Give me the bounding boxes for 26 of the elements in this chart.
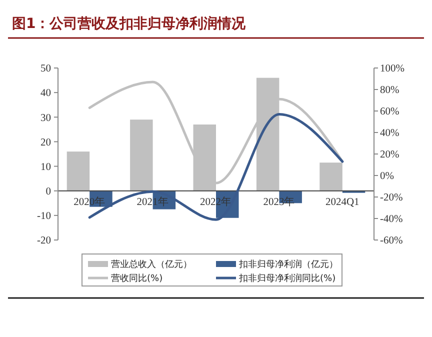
y2-tick-label: -40% bbox=[380, 214, 403, 226]
y2-tick-label: 100% bbox=[380, 64, 405, 75]
y-tick-label: 10 bbox=[40, 162, 51, 173]
legend-label: 营业总收入（亿元） bbox=[111, 259, 192, 270]
bar bbox=[320, 162, 342, 191]
legend-label: 扣非归母净利润同比(%) bbox=[238, 273, 336, 284]
bar bbox=[130, 120, 153, 191]
y-tick-label: 30 bbox=[40, 112, 51, 124]
x-tick-label: 2024Q1 bbox=[325, 196, 360, 208]
y2-tick-label: 60% bbox=[380, 106, 400, 118]
y2-tick-label: 80% bbox=[380, 85, 400, 96]
y2-tick-label: 20% bbox=[380, 150, 400, 161]
y-tick-label: 0 bbox=[46, 186, 51, 198]
chart-title: 图1：公司营收及扣非归母净利润情况 bbox=[12, 15, 247, 32]
y-tick-label: -10 bbox=[37, 211, 51, 222]
y-tick-label: 20 bbox=[40, 137, 51, 148]
legend-label: 扣非归母净利润（亿元） bbox=[238, 259, 338, 270]
y2-tick-label: 0% bbox=[380, 171, 394, 182]
y-tick-label: -20 bbox=[37, 236, 51, 247]
y-tick-label: 40 bbox=[40, 88, 51, 100]
legend-label: 营收同比(%) bbox=[111, 273, 163, 284]
y-tick-label: 50 bbox=[40, 64, 51, 75]
y2-tick-label: -60% bbox=[380, 236, 403, 247]
y2-tick-label: -20% bbox=[380, 192, 403, 204]
bar bbox=[66, 152, 90, 191]
y2-tick-label: 40% bbox=[380, 128, 400, 140]
